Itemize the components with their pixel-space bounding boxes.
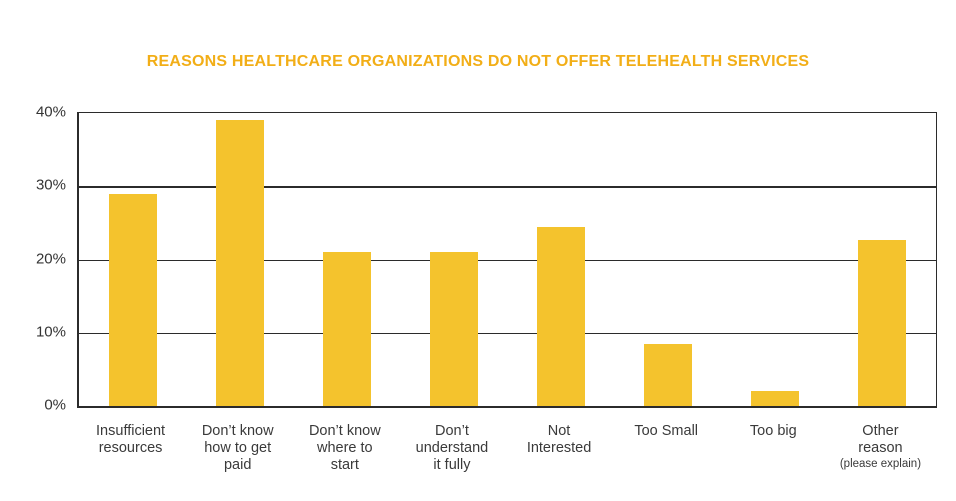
gridline <box>79 259 936 261</box>
bar <box>108 193 157 406</box>
bar <box>429 252 478 406</box>
bar-slot <box>829 113 936 406</box>
chart-title: REASONS HEALTHCARE ORGANIZATIONS DO NOT … <box>146 53 810 70</box>
bar <box>644 343 693 406</box>
category-label: Don’t know where to start <box>308 423 381 473</box>
category-label: Insufficient resources <box>96 423 166 456</box>
y-axis: 40% 30% 20% 10% 0% <box>0 104 66 414</box>
bar-slot <box>186 113 293 406</box>
category-label: Too Small <box>634 423 699 439</box>
bar-slot <box>79 113 186 406</box>
y-tick-label: 30% <box>35 176 66 194</box>
category-label: Not Interested <box>526 423 592 456</box>
plot-area <box>77 112 937 408</box>
bar-slot <box>508 113 615 406</box>
gridline <box>79 186 936 188</box>
y-tick-label: 10% <box>35 323 66 341</box>
bar <box>751 391 800 406</box>
bars-row <box>79 113 936 406</box>
category-sublabel: (please explain) <box>839 458 922 470</box>
bar <box>322 252 371 406</box>
category-label: Too big <box>749 423 797 439</box>
bar-slot <box>615 113 722 406</box>
y-tick-label: 40% <box>35 103 66 121</box>
y-tick-label: 0% <box>44 396 66 414</box>
bar-slot <box>400 113 507 406</box>
category-label: Don’t understand it fully <box>415 423 489 473</box>
category-label: Other reason (please explain) <box>827 423 934 474</box>
y-tick-label: 20% <box>35 250 66 267</box>
bar <box>215 120 264 406</box>
bar-slot <box>293 113 400 406</box>
bar <box>858 239 907 406</box>
gridline <box>79 332 936 335</box>
bar-slot <box>722 113 829 406</box>
x-labels-row: Insufficient resources Don’t know how to ge… <box>77 423 934 474</box>
bar <box>537 226 586 406</box>
category-label: Don’t know how to get paid <box>201 423 274 473</box>
